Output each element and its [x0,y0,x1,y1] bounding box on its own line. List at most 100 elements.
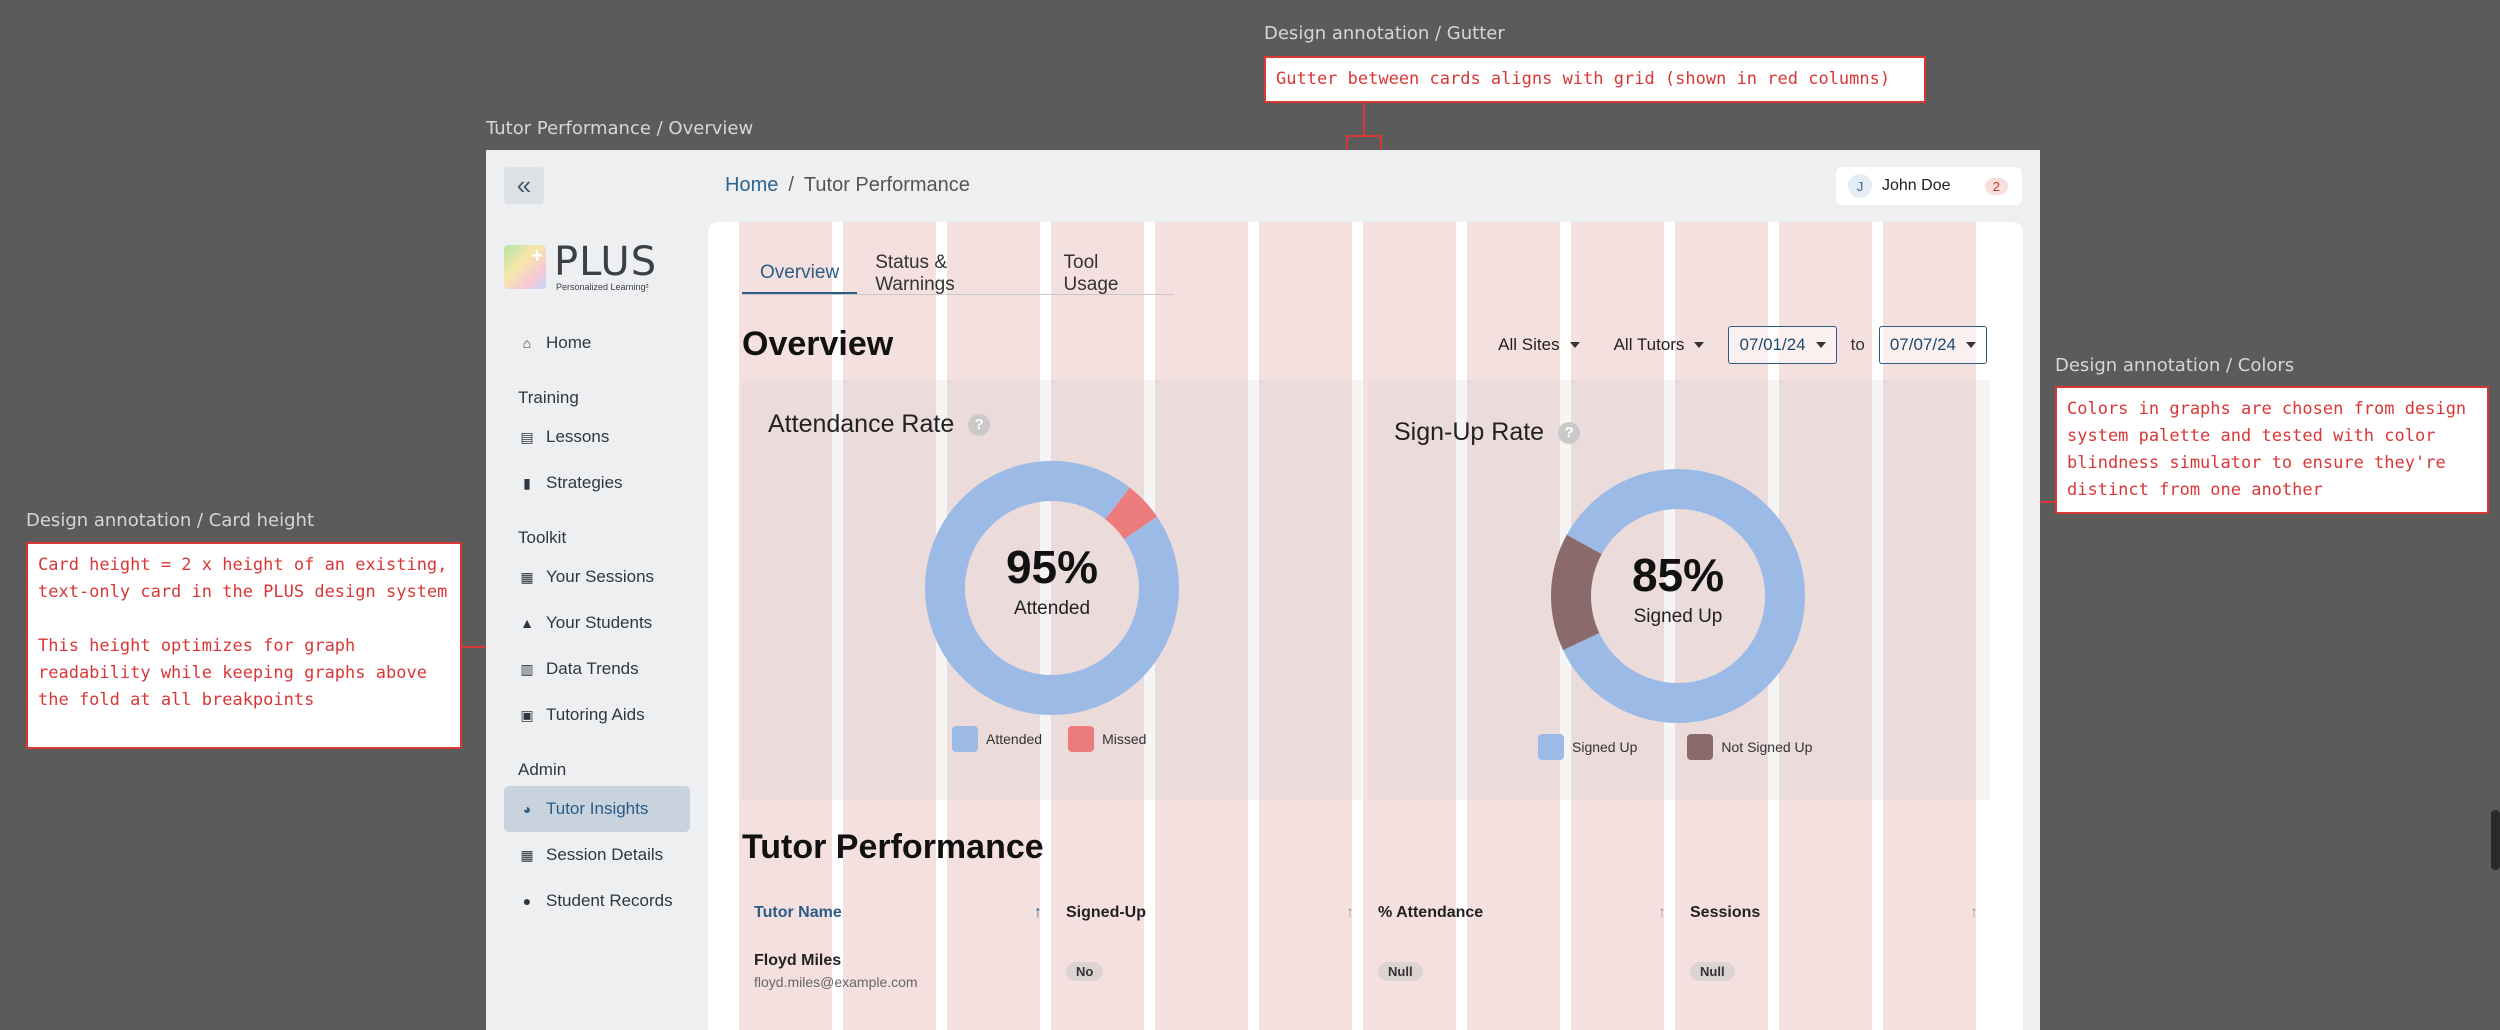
user-name: John Doe [1882,177,1951,194]
overview-heading: Overview [742,325,894,363]
breadcrumb: Home / Tutor Performance [725,174,970,197]
sidebar-section-toolkit: Toolkit [518,528,567,547]
breadcrumb-current: Tutor Performance [803,174,970,196]
signup-title-text: Sign-Up Rate [1394,418,1545,446]
column-header-tutor-name[interactable]: Tutor Name ↑ [742,898,1054,928]
user-menu[interactable]: J John Doe 2 [1836,167,2022,205]
attendance-donut-center: 95% Attended [952,540,1152,620]
main-content-card: Overview Status & Warnings Tool Usage Ov… [708,222,2023,1030]
legend-swatch-signed-up [1538,734,1564,760]
caret-down-icon [1966,342,1976,348]
tutors-dropdown[interactable]: All Tutors [1604,327,1715,363]
app-window: « + PLUS Personalized Learning² ⌂ Home Tra… [486,150,2040,1030]
collapse-sidebar-button[interactable]: « [504,167,544,204]
gutter-connector [1363,103,1365,136]
sidebar-nav: ⌂ Home Training ▤ Lessons ▮ Strategies Toolkit ▦… [504,320,690,924]
cell-sessions: Null [1678,952,1990,990]
tab-tool-usage[interactable]: Tool Usage [1063,252,1119,295]
tutor-email: floyd.miles@example.com [754,974,918,990]
table-row[interactable]: Floyd Miles floyd.miles@example.com No N… [742,952,1990,990]
toolbox-icon: ▣ [520,706,534,723]
column-label: Sessions [1690,904,1761,921]
sidebar-item-data-trends[interactable]: ▥ Data Trends [504,646,690,692]
status-badge: Null [1690,962,1735,981]
sidebar-item-your-students[interactable]: ▲ Your Students [504,600,690,646]
bar-chart-icon: ▥ [520,660,534,677]
filter-bar: All Sites All Tutors 07/01/24 to 07/07/2… [1488,326,1987,364]
frame-label: Tutor Performance / Overview [486,118,754,139]
signup-legend: Signed Up Not Signed Up [1538,734,1812,760]
date-to-picker[interactable]: 07/07/24 [1878,326,1987,364]
signup-donut-center: 85% Signed Up [1578,548,1778,628]
caret-down-icon [1815,342,1826,348]
column-header-sessions[interactable]: Sessions ↑ [1678,898,1990,928]
cell-signed-up: No [1054,952,1366,990]
sites-dropdown[interactable]: All Sites [1488,327,1589,363]
tab-status-warnings[interactable]: Status & Warnings [875,252,955,295]
tutor-name: Floyd Miles [754,952,842,969]
sidebar-item-label: Student Records [546,891,673,910]
sites-dropdown-label: All Sites [1498,335,1560,354]
sidebar-item-session-details[interactable]: ▦ Session Details [504,832,690,878]
gutter-annotation-label: Design annotation / Gutter [1264,23,1505,44]
tab-overview[interactable]: Overview [742,254,858,294]
tutor-performance-heading: Tutor Performance [742,828,1044,866]
colors-annotation-label: Design annotation / Colors [2055,355,2295,376]
scrollbar-thumb[interactable] [2491,810,2500,870]
sidebar-item-tutoring-aids[interactable]: ▣ Tutoring Aids [504,692,690,738]
sidebar-item-strategies[interactable]: ▮ Strategies [504,460,690,506]
notification-badge: 2 [1984,177,2008,195]
signup-donut-chart [1551,469,1805,723]
donut-slice-signed-up [1563,469,1805,723]
breadcrumb-home-link[interactable]: Home [725,174,779,196]
date-from-picker[interactable]: 07/01/24 [1728,326,1837,364]
sidebar-item-label: Lessons [546,427,610,446]
sidebar-item-home[interactable]: ⌂ Home [504,320,690,366]
signup-rate-title: Sign-Up Rate ? [1394,418,1581,447]
logo-tagline: Personalized Learning² [556,282,649,292]
sidebar-item-label: Session Details [546,845,664,864]
logo-word: PLUS [554,239,658,285]
attendance-center-label: Attended [1013,598,1091,619]
avatar: J [1848,174,1872,198]
sort-arrow-up-icon: ↑ [1658,904,1666,921]
double-chevron-left-icon: « [516,170,532,200]
column-label: Tutor Name [754,904,842,921]
column-header-signed-up[interactable]: Signed-Up ↑ [1054,898,1366,928]
sidebar-item-label: Your Students [546,613,653,632]
clipboard-icon: ▮ [523,474,531,491]
date-to-value: 07/07/24 [1889,335,1956,354]
sidebar-item-tutor-insights[interactable]: ◕ Tutor Insights [504,786,690,832]
logo-mark: + [504,245,546,289]
attendance-title-text: Attendance Rate [768,410,955,438]
sidebar-item-label: Home [546,333,592,352]
column-header-attendance[interactable]: % Attendance ↑ [1366,898,1678,928]
sidebar-item-your-sessions[interactable]: ▦ Your Sessions [504,554,690,600]
card-height-annotation-box: Card height = 2 x height of an existing,… [26,542,462,749]
donut-slice-attended [925,461,1179,715]
sidebar-section-admin: Admin [518,760,567,779]
help-icon[interactable]: ? [968,413,991,436]
sidebar-item-label: Tutor Insights [546,799,649,818]
home-icon: ⌂ [522,335,532,351]
colors-annotation-box: Colors in graphs are chosen from design … [2055,386,2489,514]
users-icon: ● [522,893,532,909]
attendance-rate-card: Attendance Rate ? 95% Attended Attended … [742,380,1362,800]
book-icon: ▤ [520,428,534,445]
attendance-rate-title: Attendance Rate ? [768,410,991,439]
help-icon[interactable]: ? [1558,421,1581,444]
sidebar-item-student-records[interactable]: ● Student Records [504,878,690,924]
attendance-donut-chart [925,461,1179,715]
table-header: Tutor Name ↑ Signed-Up ↑ % Attendance ↑ Ses… [742,898,1990,928]
legend-swatch-missed [1068,726,1095,752]
legend-label-attended: Attended [986,731,1043,747]
sort-arrow-up-icon: ↑ [1034,904,1042,921]
breadcrumb-separator: / [788,174,794,196]
column-label: % Attendance [1378,904,1484,921]
legend-swatch-not-signed-up [1687,734,1714,760]
sidebar-item-lessons[interactable]: ▤ Lessons [504,414,690,460]
attendance-legend: Attended Missed [952,726,1146,752]
gutter-annotation-box: Gutter between cards aligns with grid (s… [1264,56,1926,103]
gutter-connector [1346,135,1382,137]
cell-tutor-name: Floyd Miles floyd.miles@example.com [742,952,1054,990]
